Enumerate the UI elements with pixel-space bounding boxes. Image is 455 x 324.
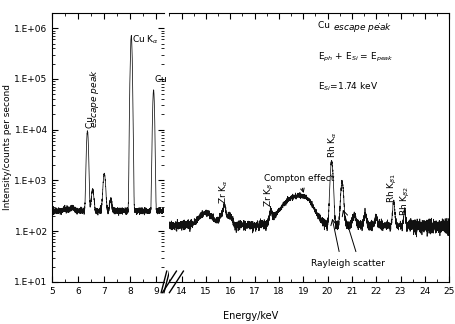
Text: Cu: Cu — [86, 113, 95, 128]
Text: Compton effect: Compton effect — [264, 174, 334, 192]
Text: Rh K$_{\beta 1}$: Rh K$_{\beta 1}$ — [385, 173, 399, 203]
Text: Rayleigh scatter: Rayleigh scatter — [311, 259, 384, 268]
Y-axis label: Intensity/counts per second: Intensity/counts per second — [3, 85, 11, 210]
Text: Rh K$_{\beta 2}$: Rh K$_{\beta 2}$ — [399, 186, 411, 216]
Text: Cu: Cu — [317, 21, 332, 30]
Text: E$_{Si}$=1.74 keV: E$_{Si}$=1.74 keV — [317, 80, 377, 93]
Text: E$_{ph}$ + E$_{Si}$ = E$_{peak}$: E$_{ph}$ + E$_{Si}$ = E$_{peak}$ — [317, 51, 393, 64]
Text: Zr K$_{\beta}$: Zr K$_{\beta}$ — [263, 182, 276, 207]
Text: Cu K$_{\beta}$: Cu K$_{\beta}$ — [154, 74, 181, 87]
Text: Cu K$_{\alpha}$: Cu K$_{\alpha}$ — [132, 33, 159, 46]
Text: Energy/keV: Energy/keV — [222, 311, 278, 321]
Text: $\mathit{escape\ peak}$: $\mathit{escape\ peak}$ — [87, 68, 101, 128]
Text: :: : — [377, 21, 380, 30]
Text: Rh K$_{\alpha}$: Rh K$_{\alpha}$ — [326, 131, 339, 158]
Text: Zr K$_{\alpha}$: Zr K$_{\alpha}$ — [217, 179, 229, 203]
Text: $\mathit{escape\ peak}$: $\mathit{escape\ peak}$ — [332, 21, 391, 34]
